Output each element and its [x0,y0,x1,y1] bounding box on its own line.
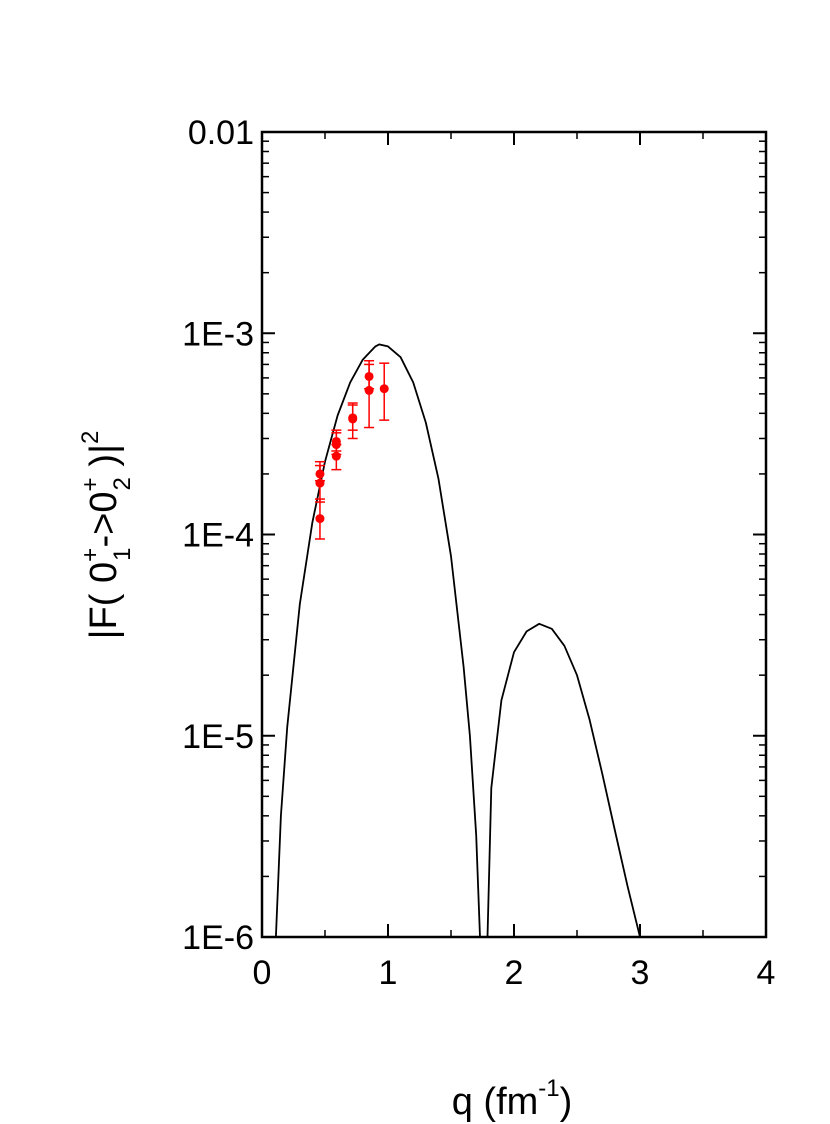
data-point [315,514,325,524]
y-tick-label: 1E-3 [182,315,254,353]
theory-curves [275,343,641,938]
x-tick-label: 1 [379,954,398,992]
plot-frame [260,130,768,939]
x-tick-label: 0 [253,954,272,992]
y-tick-label: 1E-5 [182,718,254,756]
y-tick-label: 0.01 [188,114,254,152]
y-axis-title: |F( 0+ 1->0+ 2 )|2 [77,431,136,640]
x-axis-title: q (fm-1) [452,1075,573,1123]
tick-labels: 0 1 2 3 4 1E-6 1E-5 1E-4 1E-3 0.01 [182,114,775,992]
x-tick-label: 2 [505,954,524,992]
data-point [379,384,389,394]
data-point [348,414,358,424]
data-points [314,360,390,540]
theory-curve [275,343,481,938]
data-point [315,478,325,488]
y-tick-label: 1E-4 [182,517,254,555]
data-point [364,385,374,395]
theory-curve [486,622,641,938]
x-tick-label: 3 [631,954,650,992]
data-point [331,451,341,461]
y-tick-label: 1E-6 [182,919,254,957]
x-tick-label: 4 [757,954,776,992]
